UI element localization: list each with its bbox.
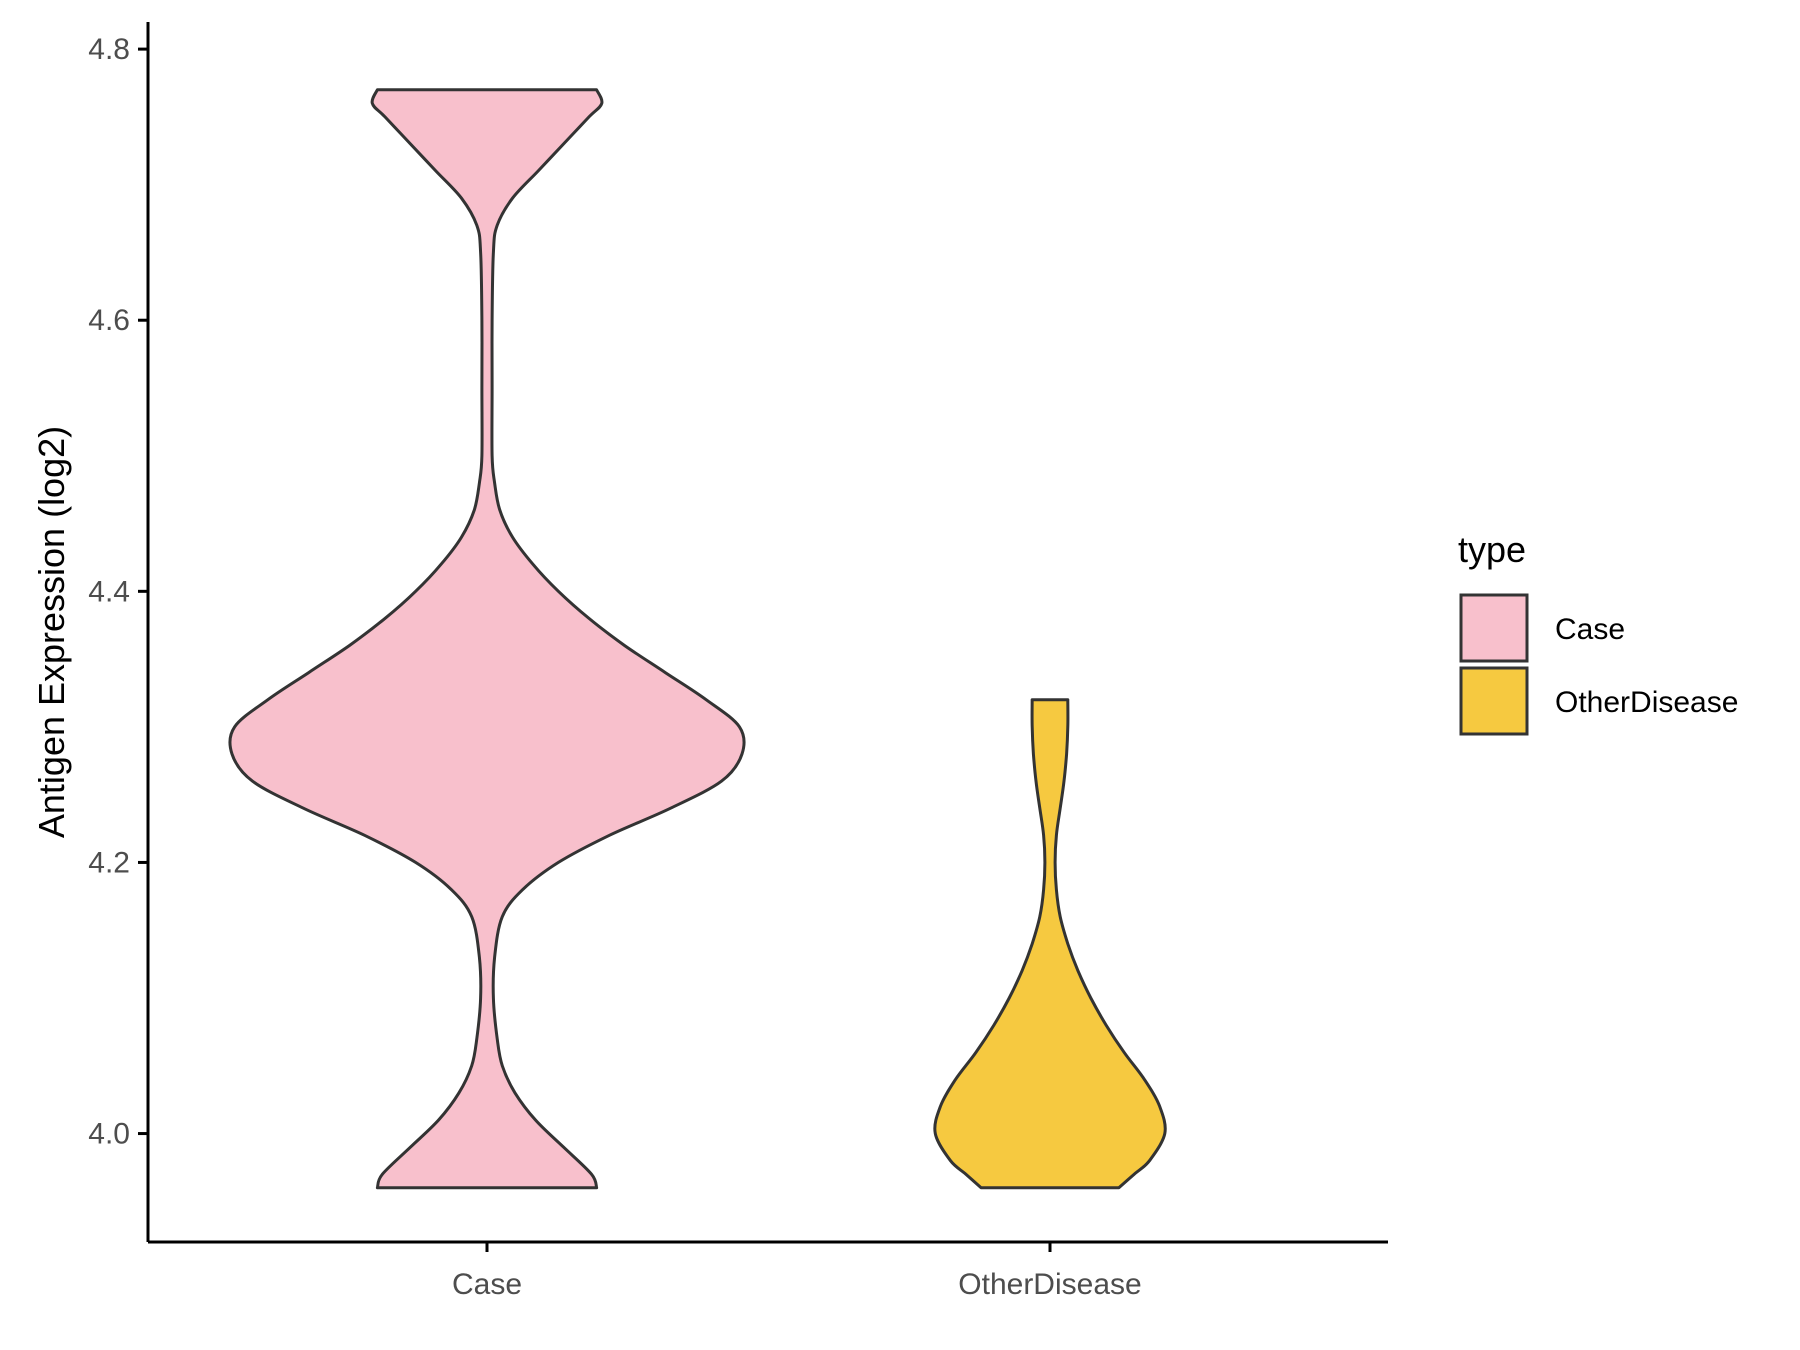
y-tick-label: 4.6 <box>88 304 130 337</box>
legend-items: Case OtherDisease <box>1459 593 1738 736</box>
legend-title: type <box>1458 529 1526 570</box>
legend-label: Case <box>1555 613 1625 646</box>
legend-swatch-otherdisease <box>1459 666 1529 736</box>
y-tick-label: 4.0 <box>88 1118 130 1151</box>
y-tick-label: 4.4 <box>88 575 130 608</box>
legend-label: OtherDisease <box>1555 686 1738 719</box>
violin-case <box>228 88 746 1190</box>
y-tick-label: 4.8 <box>88 33 130 66</box>
legend-swatch-case <box>1459 593 1529 663</box>
y-axis-ticks: 4.0 4.2 4.4 4.6 4.8 <box>88 33 148 1151</box>
x-tick-label: Case <box>452 1268 522 1301</box>
violin-otherdisease <box>933 698 1167 1190</box>
x-axis-ticks: Case OtherDisease <box>452 1242 1142 1301</box>
x-tick-label: OtherDisease <box>958 1268 1141 1301</box>
violins-layer <box>228 88 1167 1190</box>
legend: type Case OtherDisease <box>1458 529 1738 736</box>
y-tick-label: 4.2 <box>88 846 130 879</box>
y-axis-title: Antigen Expression (log2) <box>31 426 72 838</box>
